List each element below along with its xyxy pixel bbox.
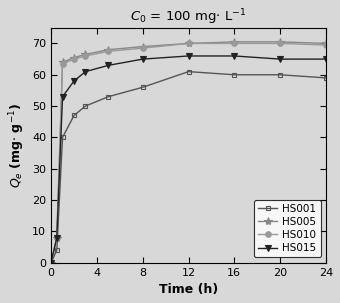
Line: HS010: HS010 <box>48 41 329 265</box>
HS010 <box>278 42 282 45</box>
HS010 <box>324 43 328 47</box>
HS005 <box>106 48 110 52</box>
HS001 <box>49 261 53 265</box>
HS010 <box>186 42 190 45</box>
Line: HS001: HS001 <box>49 69 328 265</box>
HS001 <box>106 95 110 98</box>
HS001 <box>278 73 282 77</box>
Y-axis label: $Q_e$ (mg$\cdot$ g$^{-1}$): $Q_e$ (mg$\cdot$ g$^{-1}$) <box>7 103 27 188</box>
X-axis label: Time (h): Time (h) <box>159 283 218 296</box>
HS005 <box>278 40 282 44</box>
HS010 <box>49 261 53 265</box>
HS010 <box>55 236 59 239</box>
HS005 <box>55 236 59 239</box>
HS005 <box>186 42 190 45</box>
HS005 <box>72 56 76 59</box>
HS015 <box>278 57 282 61</box>
HS001 <box>83 104 87 108</box>
HS010 <box>72 57 76 61</box>
HS010 <box>83 54 87 58</box>
HS001 <box>141 85 145 89</box>
HS005 <box>324 42 328 45</box>
HS001 <box>324 76 328 80</box>
HS001 <box>61 135 65 139</box>
HS015 <box>72 79 76 83</box>
HS001 <box>72 114 76 117</box>
HS015 <box>232 54 236 58</box>
HS005 <box>141 45 145 48</box>
HS005 <box>49 261 53 265</box>
Title: $C_0$ = 100 mg$\cdot$ L$^{-1}$: $C_0$ = 100 mg$\cdot$ L$^{-1}$ <box>130 7 247 27</box>
Line: HS005: HS005 <box>47 38 330 267</box>
HS015 <box>83 70 87 73</box>
HS015 <box>324 57 328 61</box>
HS010 <box>141 46 145 50</box>
HS015 <box>49 261 53 265</box>
HS010 <box>106 49 110 53</box>
HS015 <box>55 236 59 239</box>
HS005 <box>61 60 65 64</box>
Legend: HS001, HS005, HS010, HS015: HS001, HS005, HS010, HS015 <box>254 200 321 258</box>
Line: HS015: HS015 <box>48 52 329 266</box>
HS001 <box>186 70 190 73</box>
HS015 <box>61 95 65 98</box>
HS015 <box>141 57 145 61</box>
HS005 <box>232 40 236 44</box>
HS010 <box>61 62 65 66</box>
HS015 <box>186 54 190 58</box>
HS010 <box>232 42 236 45</box>
HS015 <box>106 64 110 67</box>
HS001 <box>232 73 236 77</box>
HS005 <box>83 53 87 56</box>
HS001 <box>55 248 59 252</box>
